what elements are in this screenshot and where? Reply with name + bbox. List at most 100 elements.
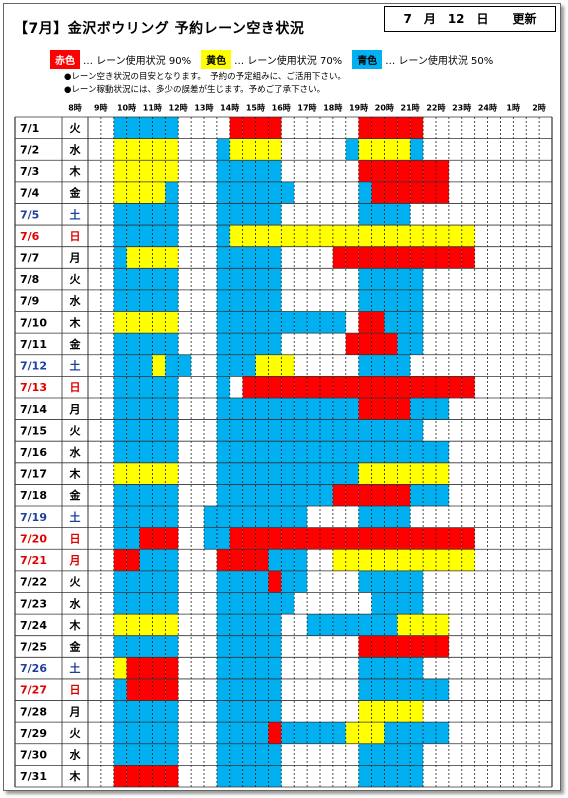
date: 7/20	[20, 532, 47, 545]
slot	[242, 592, 256, 615]
slot	[139, 311, 153, 334]
slot	[268, 592, 282, 615]
slot	[204, 506, 217, 528]
weekday: 月	[69, 251, 81, 264]
slot	[229, 160, 243, 182]
slot	[358, 419, 372, 442]
slot	[113, 506, 127, 528]
weekday: 土	[70, 359, 81, 373]
slot	[126, 376, 140, 398]
slot	[178, 354, 192, 377]
slot	[397, 354, 411, 377]
slot	[358, 635, 372, 658]
slot	[139, 635, 153, 658]
slot	[139, 138, 153, 161]
slot	[165, 462, 179, 485]
date: 7/24	[20, 619, 47, 632]
slot	[294, 311, 308, 334]
slot	[397, 268, 411, 290]
slot	[410, 419, 424, 442]
slot	[436, 441, 449, 463]
slot	[139, 549, 153, 571]
weekday: 土	[70, 661, 81, 675]
slot	[255, 225, 269, 247]
weekday: 木	[69, 769, 82, 783]
slot	[229, 614, 243, 636]
slot	[216, 765, 230, 787]
slot	[384, 614, 398, 636]
slot	[113, 138, 127, 161]
slot	[281, 397, 295, 420]
slot	[242, 635, 256, 658]
slot	[384, 592, 398, 615]
slot	[113, 311, 127, 334]
weekday: 木	[69, 467, 82, 481]
slot	[371, 376, 385, 398]
hour-label: 1時	[506, 103, 520, 113]
slot	[281, 506, 295, 528]
slot	[281, 722, 295, 744]
slot	[126, 743, 140, 766]
slot	[332, 527, 346, 550]
legend-item: 赤色… レーン使用状況 90%	[50, 50, 191, 69]
slot	[358, 743, 372, 766]
slot	[126, 484, 140, 507]
slot	[126, 225, 140, 247]
slot	[255, 268, 269, 290]
notes: ●レーン空き状況の目安となります。 予約の予定組みに、ご活用下さい。 ●レーン稼動…	[64, 71, 346, 97]
legend-text: … レーン使用状況 70%	[234, 56, 343, 67]
slot	[436, 462, 449, 485]
slot	[268, 527, 282, 550]
slot	[345, 376, 359, 398]
slot	[216, 441, 230, 463]
slot	[165, 743, 179, 766]
slot	[307, 397, 320, 420]
date: 7/27	[20, 684, 47, 697]
slot	[320, 225, 333, 247]
slot	[242, 722, 256, 744]
note: ●レーン稼動状況には、多少の誤差が生じます。予めご了承下さい。	[64, 85, 326, 95]
slot	[384, 419, 398, 442]
slot	[384, 397, 398, 420]
slot	[152, 160, 166, 182]
slot	[113, 657, 127, 679]
slot	[345, 441, 359, 463]
slot	[358, 225, 372, 247]
slot	[332, 549, 346, 571]
slot	[126, 570, 140, 593]
hour-label: 16時	[272, 103, 291, 113]
date: 7/16	[20, 446, 47, 459]
slot	[371, 419, 385, 442]
slot	[165, 289, 179, 312]
slot	[126, 203, 140, 226]
slot	[307, 441, 320, 463]
slot	[165, 419, 179, 442]
slot	[255, 419, 269, 442]
slot	[268, 117, 282, 139]
slot	[307, 419, 320, 442]
slot	[165, 333, 179, 355]
slot	[216, 333, 230, 355]
slot	[448, 376, 462, 398]
slot	[294, 570, 308, 593]
slot	[216, 635, 230, 658]
slot	[397, 570, 411, 593]
slot	[268, 181, 282, 204]
slot	[384, 700, 398, 723]
slot	[152, 462, 166, 485]
weekday: 日	[70, 230, 81, 243]
slot	[461, 376, 475, 398]
slot	[332, 484, 346, 507]
slot	[397, 181, 411, 204]
slot	[281, 376, 295, 398]
slot	[242, 765, 256, 787]
slot	[345, 246, 359, 269]
slot	[384, 333, 398, 355]
slot	[397, 289, 411, 312]
slot	[242, 181, 256, 204]
slot	[216, 678, 230, 701]
slot	[126, 700, 140, 723]
slot	[113, 592, 127, 615]
slot	[113, 722, 127, 744]
